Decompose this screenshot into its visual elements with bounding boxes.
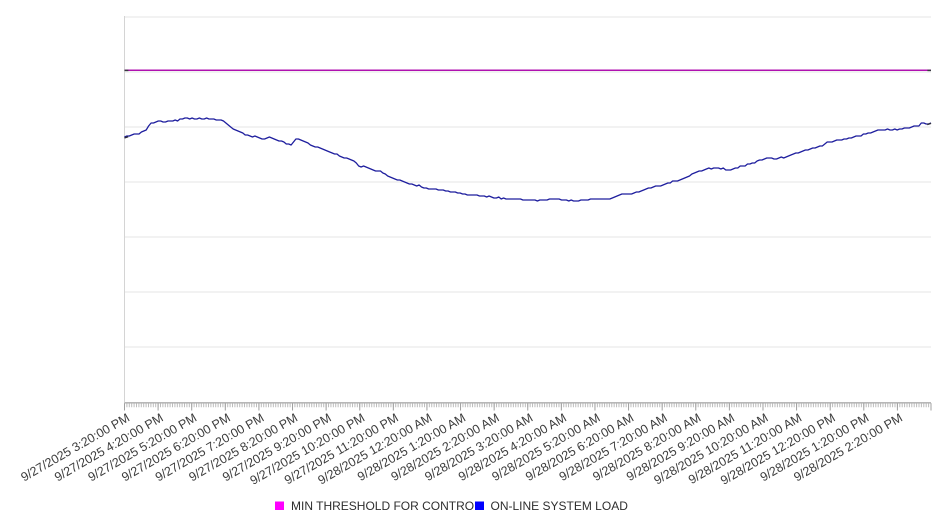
svg-text:ON-LINE SYSTEM LOAD: ON-LINE SYSTEM LOAD: [491, 499, 629, 513]
svg-text:MIN THRESHOLD FOR CONTROL: MIN THRESHOLD FOR CONTROL: [291, 499, 481, 513]
